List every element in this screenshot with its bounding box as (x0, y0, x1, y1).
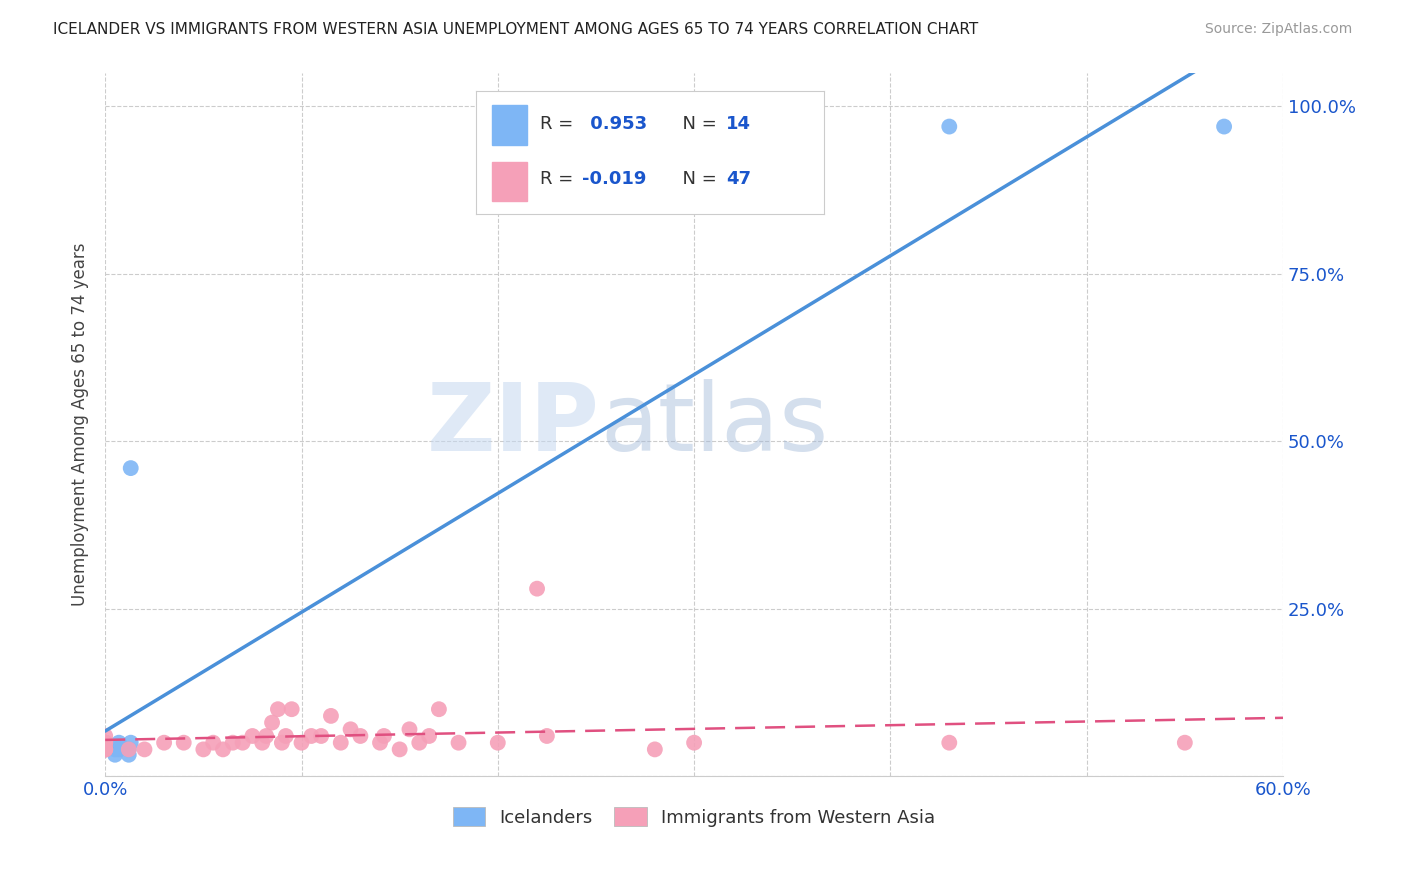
Point (94, 729, 117, 743)
Point (94, 742, 117, 756)
Point (388, 742, 411, 756)
Point (329, 736, 352, 750)
Point (683, 736, 706, 750)
Point (120, 461, 142, 475)
Point (408, 736, 430, 750)
Point (193, 742, 215, 756)
Text: atlas: atlas (600, 378, 828, 471)
Point (94, 736, 117, 750)
Point (202, 736, 225, 750)
Point (644, 742, 666, 756)
Text: ZIP: ZIP (427, 378, 600, 471)
Point (339, 723, 361, 737)
Point (94, 736, 117, 750)
Point (108, 736, 131, 750)
Point (938, 736, 960, 750)
Point (108, 742, 131, 756)
Legend: Icelanders, Immigrants from Western Asia: Icelanders, Immigrants from Western Asia (446, 800, 943, 834)
Point (252, 736, 274, 750)
Point (222, 736, 245, 750)
Point (938, 120, 960, 134)
Point (153, 736, 176, 750)
Point (254, 729, 277, 743)
Point (290, 736, 312, 750)
Point (267, 702, 290, 716)
Point (94, 736, 117, 750)
Text: ICELANDER VS IMMIGRANTS FROM WESTERN ASIA UNEMPLOYMENT AMONG AGES 65 TO 74 YEARS: ICELANDER VS IMMIGRANTS FROM WESTERN ASI… (53, 22, 979, 37)
Point (232, 736, 254, 750)
Point (309, 729, 332, 743)
Text: Source: ZipAtlas.com: Source: ZipAtlas.com (1205, 22, 1353, 37)
Point (118, 742, 141, 756)
Point (108, 741, 131, 756)
Point (398, 723, 420, 737)
Point (299, 729, 322, 743)
Point (536, 729, 558, 743)
Point (270, 736, 292, 750)
Point (94, 742, 117, 756)
Point (94, 742, 117, 756)
Point (94, 742, 117, 756)
Point (274, 729, 297, 743)
Point (280, 702, 302, 716)
Point (104, 742, 127, 756)
Point (418, 729, 440, 743)
Point (212, 742, 235, 756)
Point (447, 736, 470, 750)
Point (104, 747, 127, 762)
Point (118, 747, 141, 762)
Point (1213, 120, 1236, 134)
Point (368, 736, 391, 750)
Point (486, 736, 509, 750)
Point (349, 729, 371, 743)
Point (427, 702, 450, 716)
Point (373, 729, 395, 743)
Point (242, 729, 264, 743)
Point (120, 736, 142, 750)
Point (94, 739, 117, 753)
Y-axis label: Unemployment Among Ages 65 to 74 years: Unemployment Among Ages 65 to 74 years (72, 243, 89, 607)
Point (526, 582, 548, 596)
Point (118, 742, 141, 756)
Point (134, 742, 156, 756)
Point (173, 736, 195, 750)
Point (262, 715, 284, 730)
Point (94, 736, 117, 750)
Point (1174, 736, 1197, 750)
Point (94, 742, 117, 756)
Point (319, 709, 342, 723)
